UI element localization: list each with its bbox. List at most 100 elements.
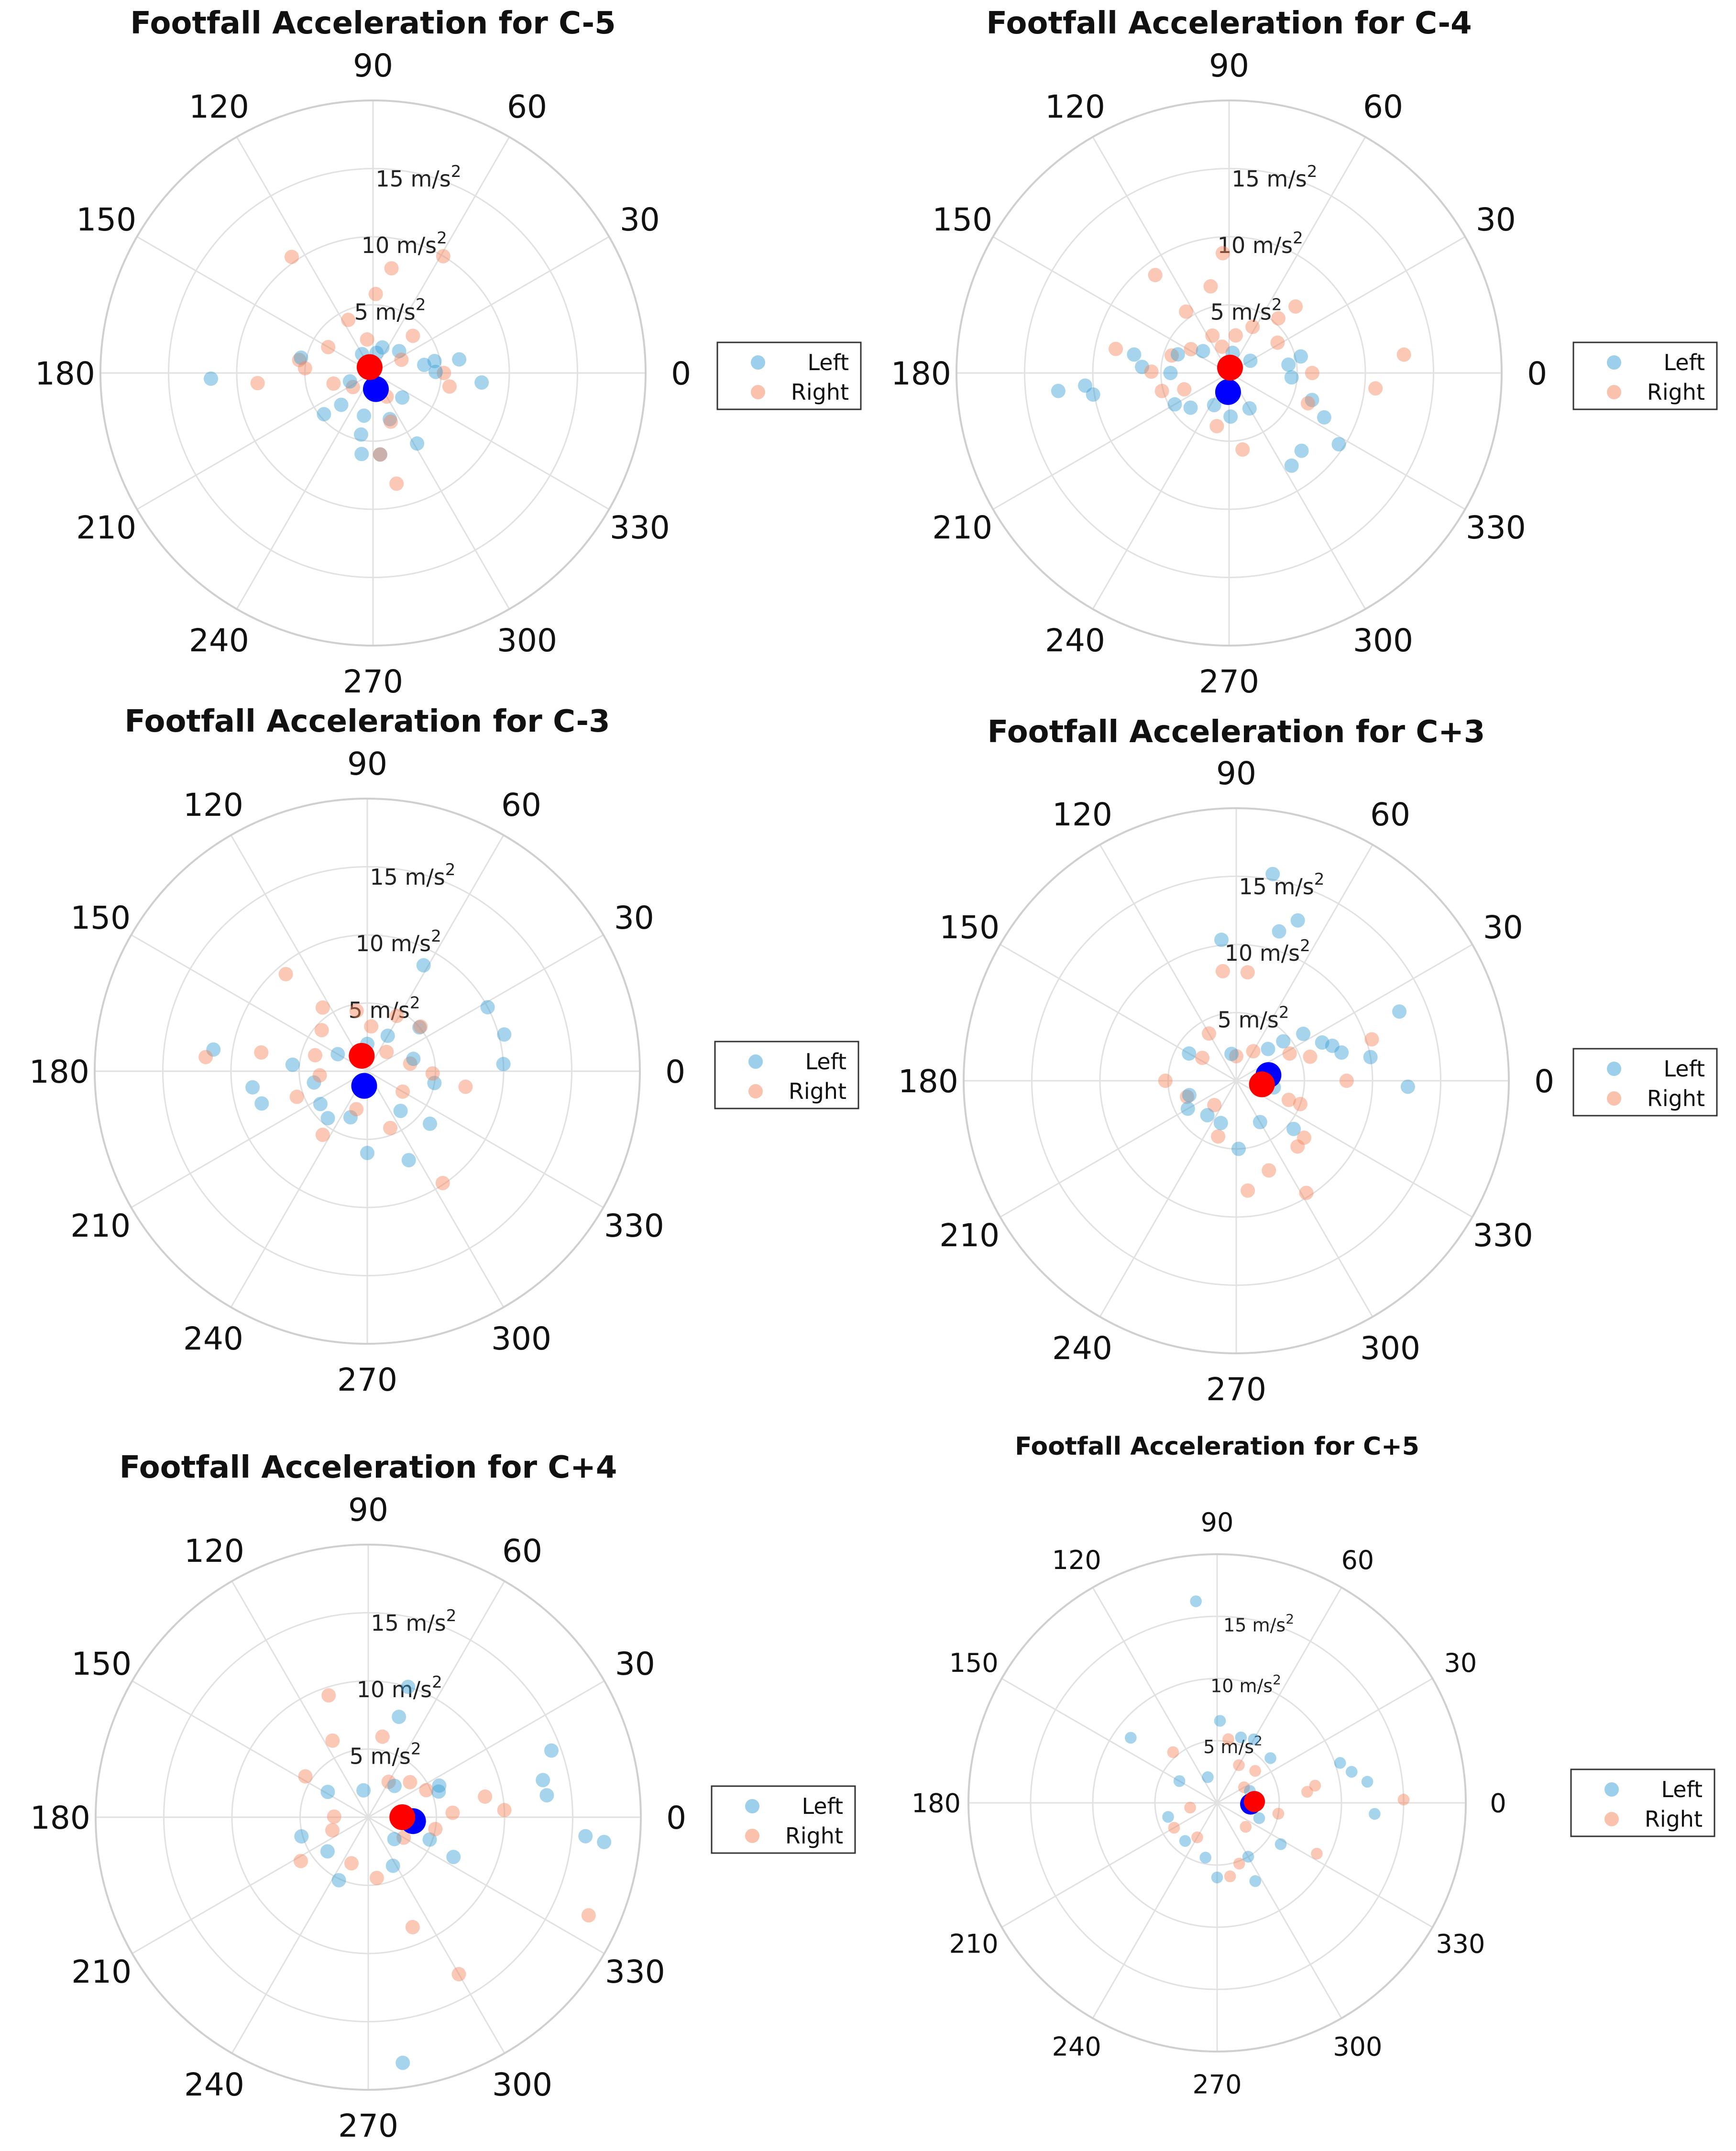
point-right [254, 1045, 269, 1060]
radial-tick-label: 5 m/s2 [354, 296, 426, 325]
angle-tick-label: 30 [1476, 201, 1516, 238]
chart-title: Footfall Acceleration for C-3 [124, 704, 610, 739]
legend-marker-right [751, 385, 765, 399]
angular-grid-spoke [1000, 944, 1237, 1082]
point-right [1191, 1831, 1203, 1844]
point-left [1392, 1004, 1407, 1019]
point-left [307, 1075, 321, 1090]
point-left [1243, 353, 1258, 368]
point-right [381, 1774, 396, 1789]
point-left [1162, 1811, 1174, 1823]
angle-tick-label: 240 [1045, 622, 1105, 659]
point-left [320, 1111, 335, 1126]
chart-title: Footfall Acceleration for C-5 [130, 6, 615, 41]
point-left [1361, 1776, 1373, 1788]
point-right [1297, 1130, 1311, 1145]
point-left [474, 375, 489, 390]
point-right [1339, 1074, 1354, 1088]
radial-tick-label: 15 m/s2 [375, 162, 461, 192]
legend-marker-right [748, 1084, 763, 1098]
point-left [536, 1773, 550, 1788]
point-left [427, 1076, 442, 1090]
scatter-points [1125, 1595, 1410, 1887]
point-right [292, 352, 307, 367]
point-right [375, 1729, 390, 1744]
point-left [331, 1873, 346, 1888]
angular-grid-spoke [1001, 1678, 1218, 1804]
point-left [387, 1832, 402, 1846]
point-right [1309, 1779, 1321, 1792]
point-right [1305, 366, 1319, 380]
polar-chart-3: Footfall Acceleration for C-3 0 30 60 90 120 1… [29, 704, 859, 1398]
point-right [369, 1871, 384, 1886]
point-left [406, 1052, 421, 1066]
legend-label-left: Left [807, 350, 849, 375]
point-left [446, 1850, 461, 1865]
legend-label-left: Left [1661, 1777, 1703, 1802]
point-right [383, 1120, 398, 1135]
angle-tick-label: 120 [1052, 1545, 1101, 1575]
angular-grid-spoke [367, 1817, 505, 2054]
point-left [412, 1020, 427, 1035]
mean-marker-right [356, 354, 383, 380]
point-right [1303, 1049, 1318, 1064]
point-right [1211, 1129, 1226, 1144]
point-right [1271, 311, 1286, 326]
angular-grid-spoke [136, 372, 374, 510]
point-right [396, 1084, 410, 1099]
mean-marker-left [1215, 379, 1241, 405]
point-left [334, 397, 349, 412]
point-left [313, 1097, 328, 1111]
point-left [1284, 458, 1299, 473]
point-right [373, 447, 387, 462]
point-left [427, 353, 442, 368]
point-right [308, 1048, 322, 1063]
angle-tick-label: 330 [610, 509, 670, 546]
polar-boundary [956, 99, 1503, 647]
angle-tick-label: 270 [337, 1361, 397, 1398]
angular-grid-spoke [136, 236, 374, 374]
point-right [321, 340, 336, 354]
point-right [1262, 1163, 1276, 1178]
point-right [1167, 1746, 1179, 1758]
legend-label-left: Left [1663, 350, 1705, 375]
point-right [298, 1769, 313, 1784]
angle-tick-label: 270 [1192, 2069, 1242, 2099]
angular-grid-spoke [1228, 373, 1366, 610]
angle-tick-label: 0 [671, 355, 691, 392]
polar-grid [94, 798, 641, 1345]
point-right [1240, 1821, 1252, 1833]
point-left [432, 1778, 447, 1793]
point-left [1202, 1771, 1214, 1783]
angle-tick-label: 240 [183, 1320, 243, 1357]
point-right [403, 1056, 418, 1071]
angular-grid-spoke [231, 1580, 369, 1818]
point-right [1368, 381, 1383, 396]
radial-tick-label: 10 m/s2 [1210, 1672, 1281, 1696]
point-right [1241, 1183, 1255, 1198]
point-right [345, 380, 360, 395]
point-left [422, 1832, 437, 1847]
radial-tick-label: 10 m/s2 [357, 1673, 442, 1702]
angular-grid-spoke [992, 236, 1230, 374]
angular-grid-spoke [1216, 1587, 1342, 1803]
point-right [1293, 1097, 1307, 1111]
point-left [1170, 347, 1185, 362]
angle-tick-label: 120 [184, 1533, 244, 1569]
point-right [198, 1050, 213, 1065]
point-left [1200, 1108, 1215, 1123]
point-left [206, 1042, 221, 1057]
angle-tick-label: 330 [1473, 1217, 1533, 1254]
angle-tick-label: 150 [76, 201, 136, 238]
point-right [341, 312, 356, 327]
angle-tick-label: 90 [1216, 755, 1256, 792]
point-left [354, 447, 369, 461]
angular-grid-spoke [132, 1816, 369, 1954]
point-right [435, 1175, 450, 1190]
angular-grid-spoke [1236, 1080, 1473, 1218]
point-right [314, 1023, 329, 1038]
point-right [1165, 348, 1179, 363]
point-right [315, 1128, 330, 1142]
point-left [1235, 1731, 1247, 1744]
point-left [1325, 1038, 1340, 1053]
